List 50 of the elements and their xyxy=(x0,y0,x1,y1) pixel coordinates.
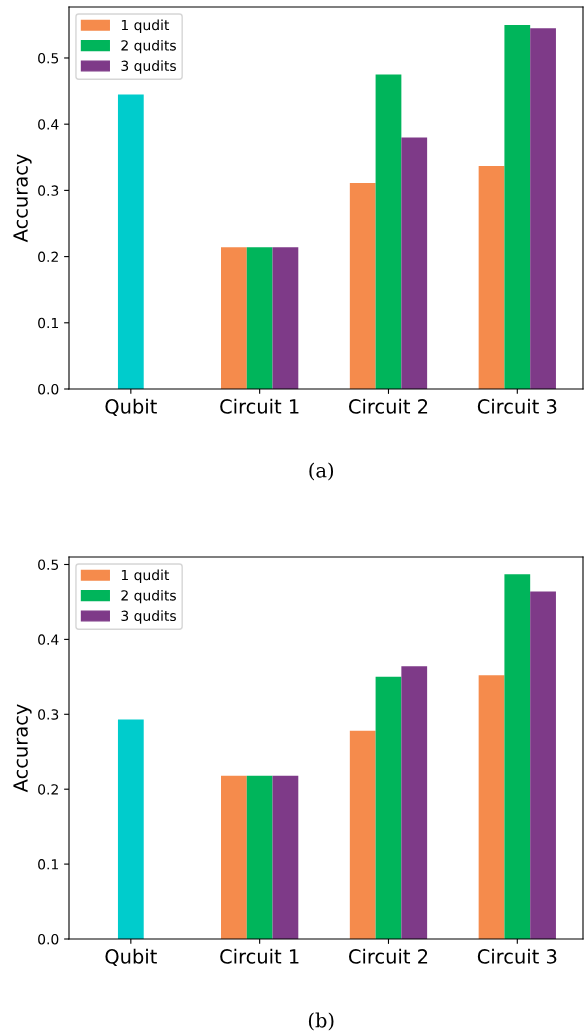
bar xyxy=(375,74,402,389)
x-tick-label: Qubit xyxy=(105,398,157,416)
y-tick-label: 0.5 xyxy=(38,559,59,570)
bar xyxy=(272,775,299,939)
x-tick-label: Circuit 1 xyxy=(220,398,299,414)
y-tick-label: 0.1 xyxy=(38,859,58,870)
y-tick-label: 0.1 xyxy=(38,317,58,329)
x-tick-label: Circuit 2 xyxy=(349,948,428,964)
x-tick-label: Circuit 2 xyxy=(349,398,428,414)
y-tick-label: 0.4 xyxy=(38,634,59,645)
y-tick-label: 0.2 xyxy=(38,251,58,263)
bar xyxy=(117,94,144,389)
bar xyxy=(530,591,556,939)
bar xyxy=(530,28,556,389)
y-axis-title: Accuracy xyxy=(13,154,32,243)
bar xyxy=(272,247,299,389)
bar xyxy=(117,719,144,939)
legend-label: 3 qudits xyxy=(121,610,176,624)
bar xyxy=(349,730,376,939)
y-tick-label: 0.5 xyxy=(38,52,59,64)
legend-label: 1 qudit xyxy=(121,569,170,583)
bar xyxy=(504,24,531,389)
bar xyxy=(349,183,376,389)
bar xyxy=(246,247,273,389)
y-tick-label: 0.4 xyxy=(38,119,59,130)
bar xyxy=(401,666,428,939)
bar xyxy=(221,247,247,389)
text: (b) xyxy=(308,1012,334,1031)
bar xyxy=(246,775,273,939)
bar xyxy=(478,165,505,389)
text: (a) xyxy=(309,462,334,481)
legend-label: 2 qudits xyxy=(121,39,176,54)
y-axis-title: Accuracy xyxy=(13,704,32,793)
y-tick-label: 0.0 xyxy=(38,933,59,945)
x-tick-label: Circuit 3 xyxy=(477,398,557,414)
bar xyxy=(504,574,531,939)
bar xyxy=(401,137,428,389)
legend-label: 2 qudits xyxy=(121,589,176,604)
x-tick-label: Circuit 3 xyxy=(477,948,557,964)
y-tick-label: 0.3 xyxy=(38,185,59,196)
x-tick-label: Circuit 1 xyxy=(220,948,299,964)
legend-label: 1 qudit xyxy=(121,19,170,33)
x-tick-label: Qubit xyxy=(105,948,157,966)
y-tick-label: 0.0 xyxy=(38,383,59,395)
bar xyxy=(375,676,402,939)
bar xyxy=(478,675,505,939)
legend-label: 3 qudits xyxy=(121,60,176,74)
y-tick-label: 0.2 xyxy=(38,784,58,795)
bar xyxy=(221,775,247,939)
y-tick-label: 0.3 xyxy=(38,709,59,720)
